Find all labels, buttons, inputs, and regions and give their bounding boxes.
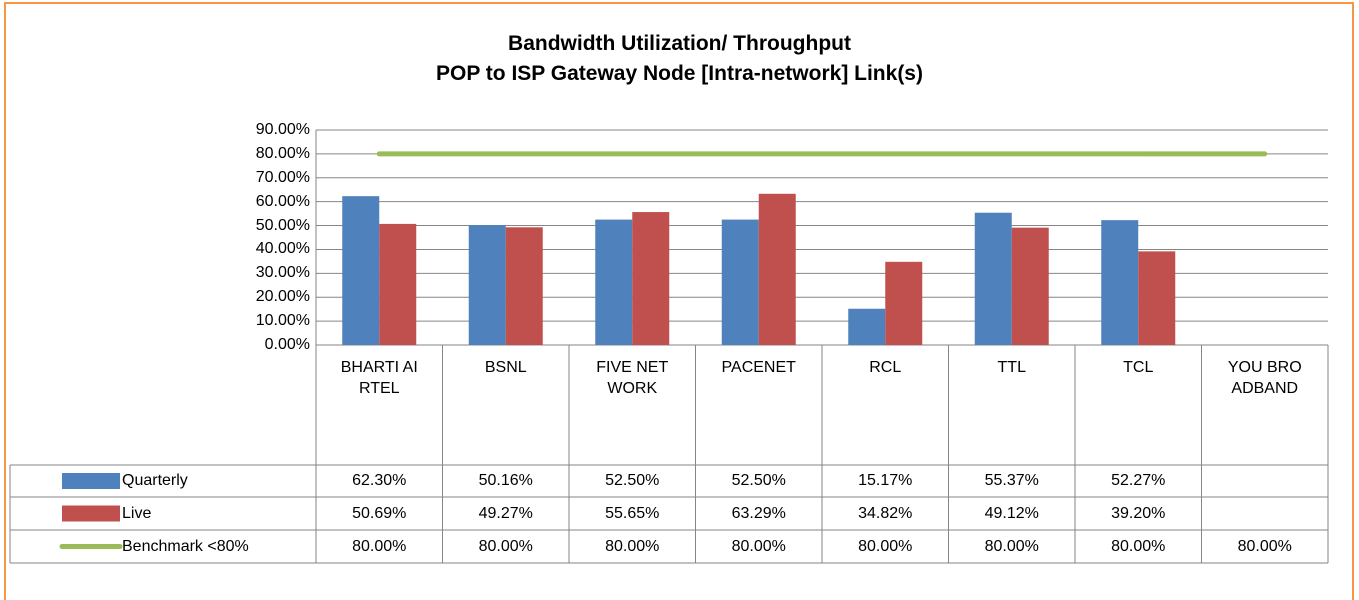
table-value: 15.17% bbox=[858, 472, 913, 489]
y-tick-label: 10.00% bbox=[255, 312, 310, 330]
bar bbox=[1011, 227, 1049, 345]
table-value: 80.00% bbox=[731, 537, 786, 555]
y-tick-label: 50.00% bbox=[255, 216, 310, 234]
table-value: 55.65% bbox=[605, 504, 660, 522]
x-tick-label: RCL bbox=[869, 359, 902, 376]
bar bbox=[379, 223, 417, 345]
bar bbox=[848, 308, 886, 345]
bar bbox=[885, 261, 923, 345]
legend-swatch bbox=[62, 505, 120, 522]
bar bbox=[1138, 251, 1176, 345]
x-tick-label: PACENET bbox=[721, 359, 796, 376]
table-value: 50.69% bbox=[352, 504, 407, 522]
bar bbox=[721, 219, 759, 345]
bar bbox=[595, 219, 633, 345]
y-tick-label: 30.00% bbox=[255, 264, 310, 282]
table-value: 80.00% bbox=[1237, 537, 1292, 555]
x-tick-label: FIVE NETWORK bbox=[596, 359, 669, 397]
bar bbox=[758, 193, 796, 345]
y-tick-label: 80.00% bbox=[255, 144, 310, 162]
y-tick-label: 70.00% bbox=[255, 168, 310, 186]
bar bbox=[505, 227, 543, 345]
x-tick-label: TTL bbox=[997, 359, 1026, 376]
bar bbox=[974, 212, 1012, 345]
chart-subtitle: POP to ISP Gateway Node [Intra-network] … bbox=[436, 62, 923, 85]
y-tick-label: 60.00% bbox=[255, 192, 310, 210]
table-value: 63.29% bbox=[731, 504, 786, 522]
table-value: 52.50% bbox=[731, 472, 786, 489]
chart-title: Bandwidth Utilization/ Throughput bbox=[508, 32, 851, 55]
bar bbox=[468, 225, 506, 345]
table-value: 34.82% bbox=[858, 504, 913, 522]
table-value: 49.12% bbox=[984, 504, 1039, 522]
legend-label: Live bbox=[122, 504, 152, 522]
y-tick-label: 0.00% bbox=[264, 336, 310, 353]
table-value: 55.37% bbox=[984, 472, 1039, 489]
table-value: 39.20% bbox=[1111, 504, 1166, 522]
y-tick-label: 90.00% bbox=[255, 121, 310, 138]
x-tick-label: BHARTI AIRTEL bbox=[340, 359, 418, 397]
table-value: 62.30% bbox=[352, 472, 407, 489]
chart-frame bbox=[4, 2, 1354, 600]
x-tick-label: BSNL bbox=[484, 359, 527, 376]
table-value: 80.00% bbox=[1111, 537, 1166, 555]
y-tick-label: 40.00% bbox=[255, 240, 310, 258]
table-value: 52.50% bbox=[605, 472, 660, 489]
table-value: 80.00% bbox=[858, 537, 913, 555]
legend-label: Benchmark <80% bbox=[122, 537, 249, 555]
table-value: 52.27% bbox=[1111, 472, 1166, 489]
table-value: 80.00% bbox=[605, 537, 660, 555]
table-value: 80.00% bbox=[984, 537, 1039, 555]
bar bbox=[1101, 220, 1139, 345]
table-value: 80.00% bbox=[478, 537, 533, 555]
bar bbox=[342, 196, 380, 345]
table-value: 49.27% bbox=[478, 504, 533, 522]
bar bbox=[632, 212, 670, 345]
table-value: 80.00% bbox=[352, 537, 407, 555]
legend-label: Quarterly bbox=[122, 472, 188, 489]
x-tick-label: YOU BROADBAND bbox=[1227, 359, 1302, 397]
x-tick-label: TCL bbox=[1123, 359, 1154, 376]
legend-swatch bbox=[62, 473, 120, 489]
table-value: 50.16% bbox=[478, 472, 533, 489]
y-tick-label: 20.00% bbox=[255, 288, 310, 306]
